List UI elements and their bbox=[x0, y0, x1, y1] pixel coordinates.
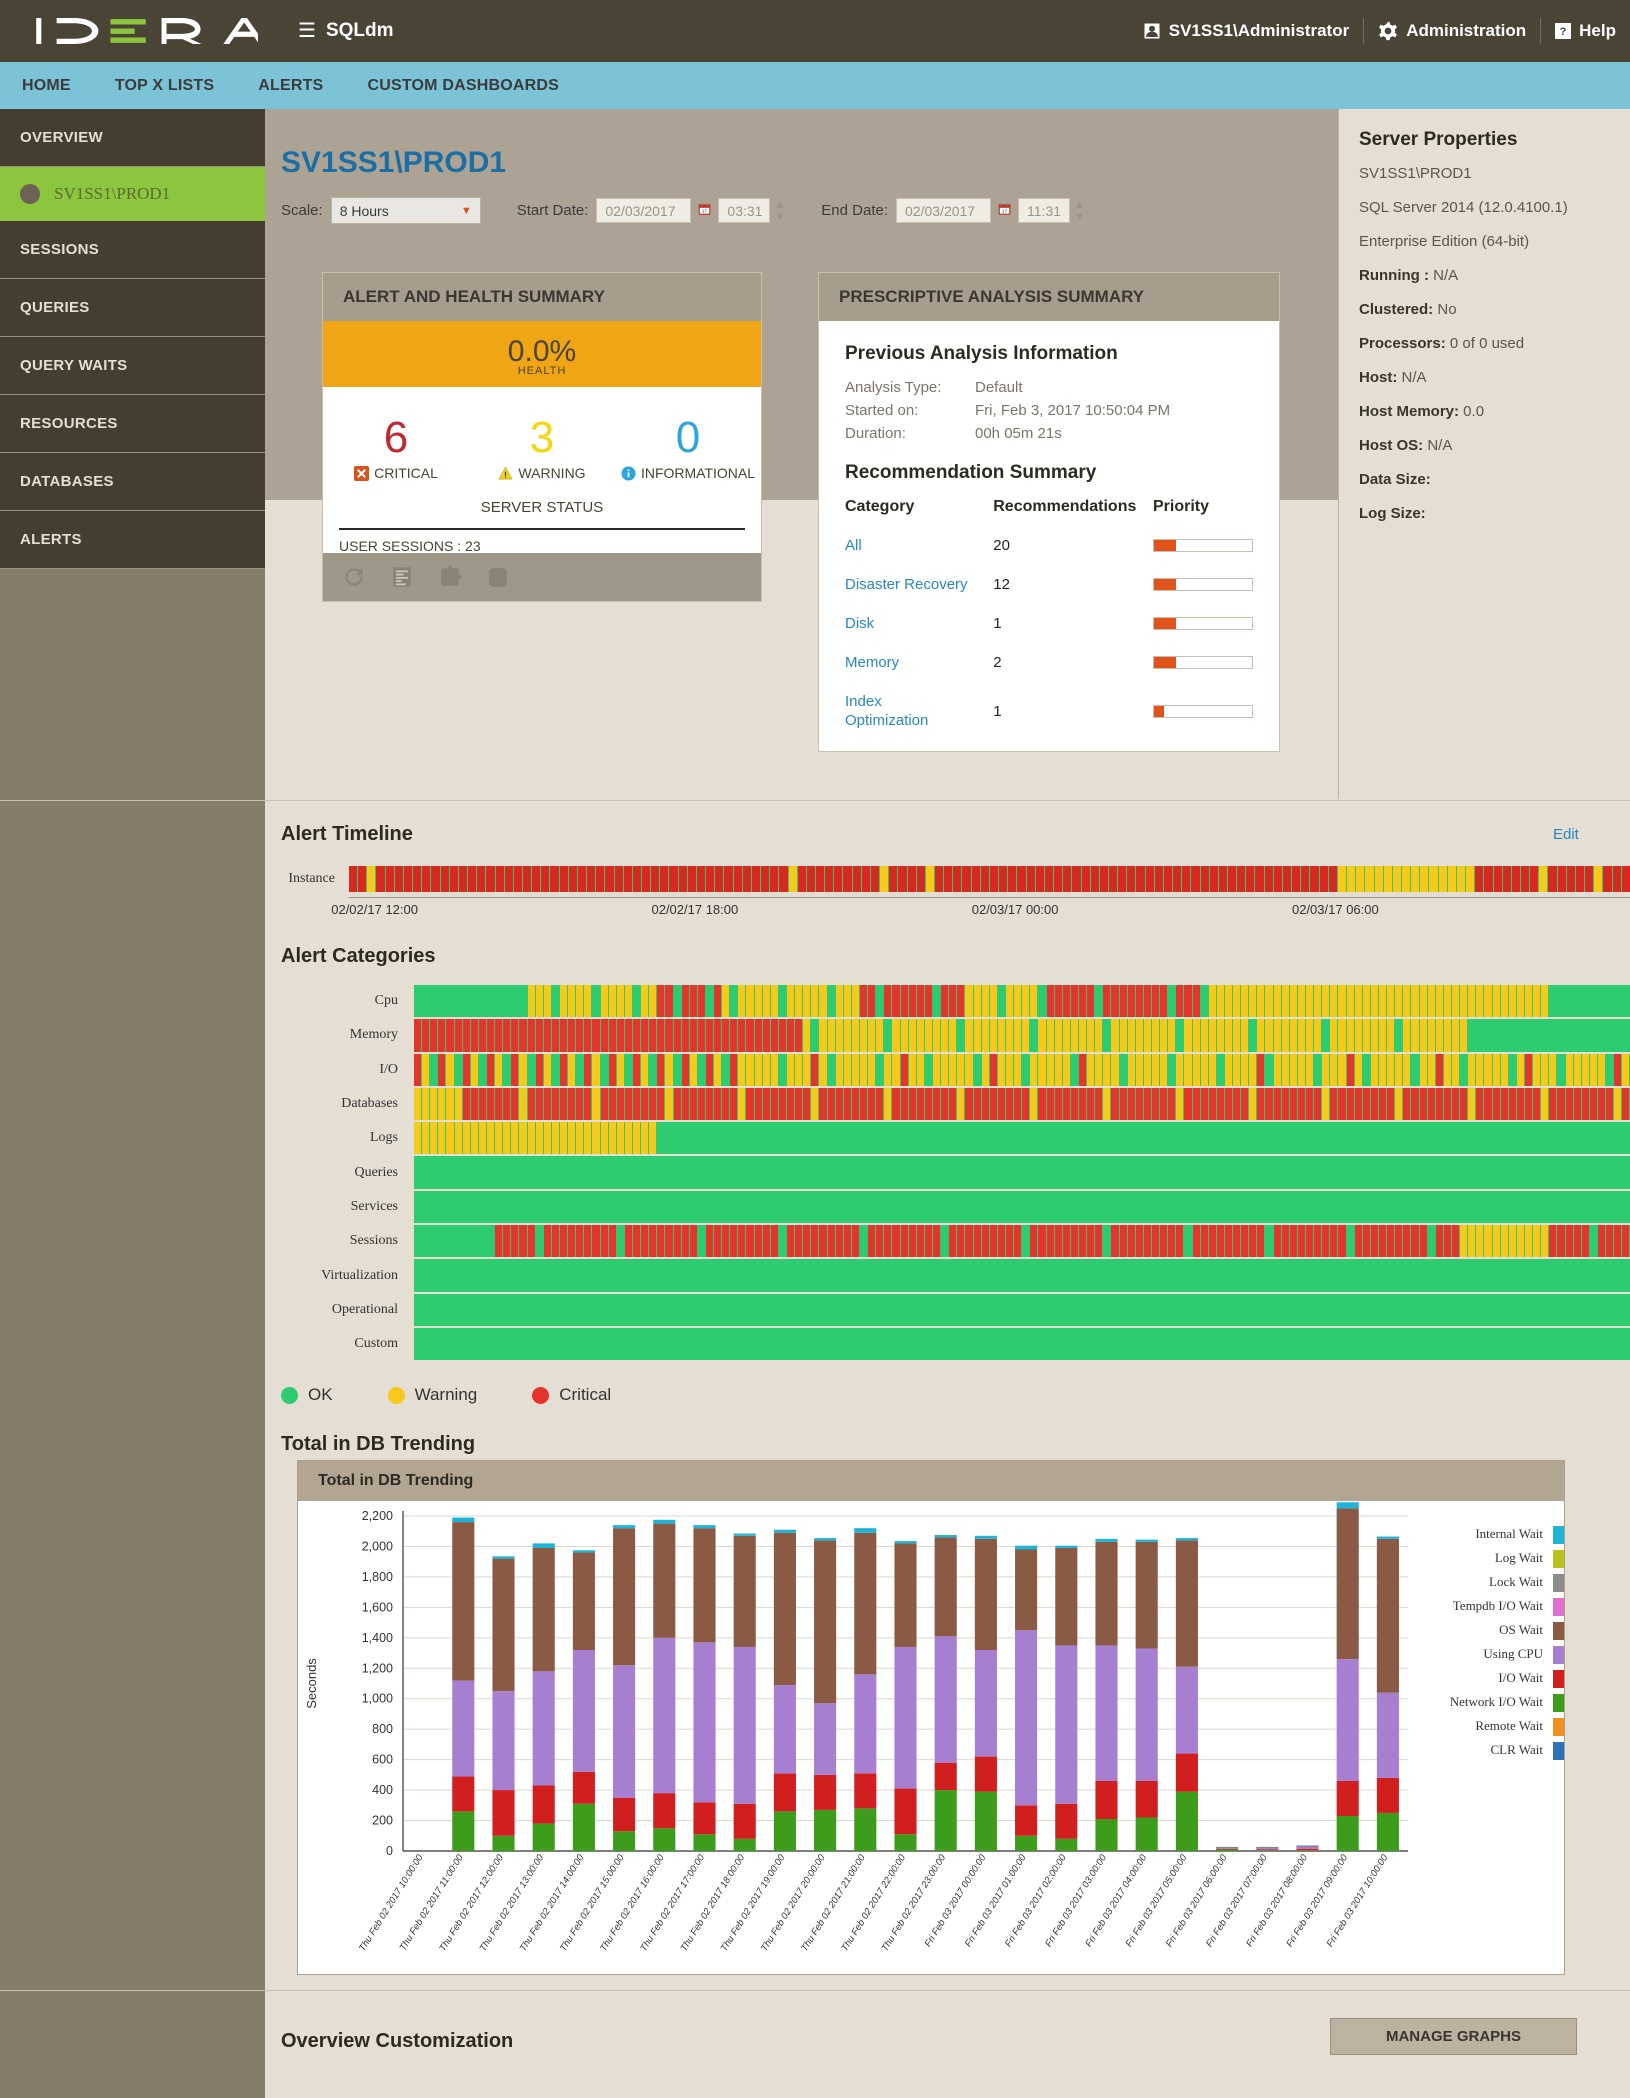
svg-text:?: ? bbox=[1560, 26, 1567, 38]
svg-text:Using CPU: Using CPU bbox=[1483, 1646, 1543, 1661]
svg-text:1,600: 1,600 bbox=[362, 1600, 393, 1614]
svg-text:Tempdb I/O Wait: Tempdb I/O Wait bbox=[1453, 1598, 1544, 1613]
svg-text:2,200: 2,200 bbox=[362, 1509, 393, 1523]
svg-text:2,000: 2,000 bbox=[362, 1539, 393, 1553]
svg-text:Seconds: Seconds bbox=[304, 1658, 319, 1709]
svg-text:1,800: 1,800 bbox=[362, 1570, 393, 1584]
svg-text:600: 600 bbox=[372, 1753, 393, 1767]
svg-text:Network I/O Wait: Network I/O Wait bbox=[1450, 1694, 1544, 1709]
svg-text:1,400: 1,400 bbox=[362, 1631, 393, 1645]
svg-text:1,200: 1,200 bbox=[362, 1661, 393, 1675]
svg-text:OS Wait: OS Wait bbox=[1499, 1622, 1543, 1637]
svg-text:Internal Wait: Internal Wait bbox=[1475, 1526, 1543, 1541]
svg-text:0: 0 bbox=[386, 1844, 393, 1858]
svg-text:800: 800 bbox=[372, 1722, 393, 1736]
svg-text:17: 17 bbox=[1002, 209, 1008, 214]
svg-text:400: 400 bbox=[372, 1783, 393, 1797]
svg-text:1,000: 1,000 bbox=[362, 1692, 393, 1706]
svg-text:200: 200 bbox=[372, 1814, 393, 1828]
svg-text:Lock Wait: Lock Wait bbox=[1489, 1574, 1543, 1589]
svg-text:CLR Wait: CLR Wait bbox=[1490, 1742, 1543, 1757]
svg-text:I/O Wait: I/O Wait bbox=[1498, 1670, 1543, 1685]
svg-text:Remote Wait: Remote Wait bbox=[1475, 1718, 1543, 1733]
svg-text:17: 17 bbox=[702, 209, 708, 214]
svg-text:Log Wait: Log Wait bbox=[1495, 1550, 1544, 1565]
